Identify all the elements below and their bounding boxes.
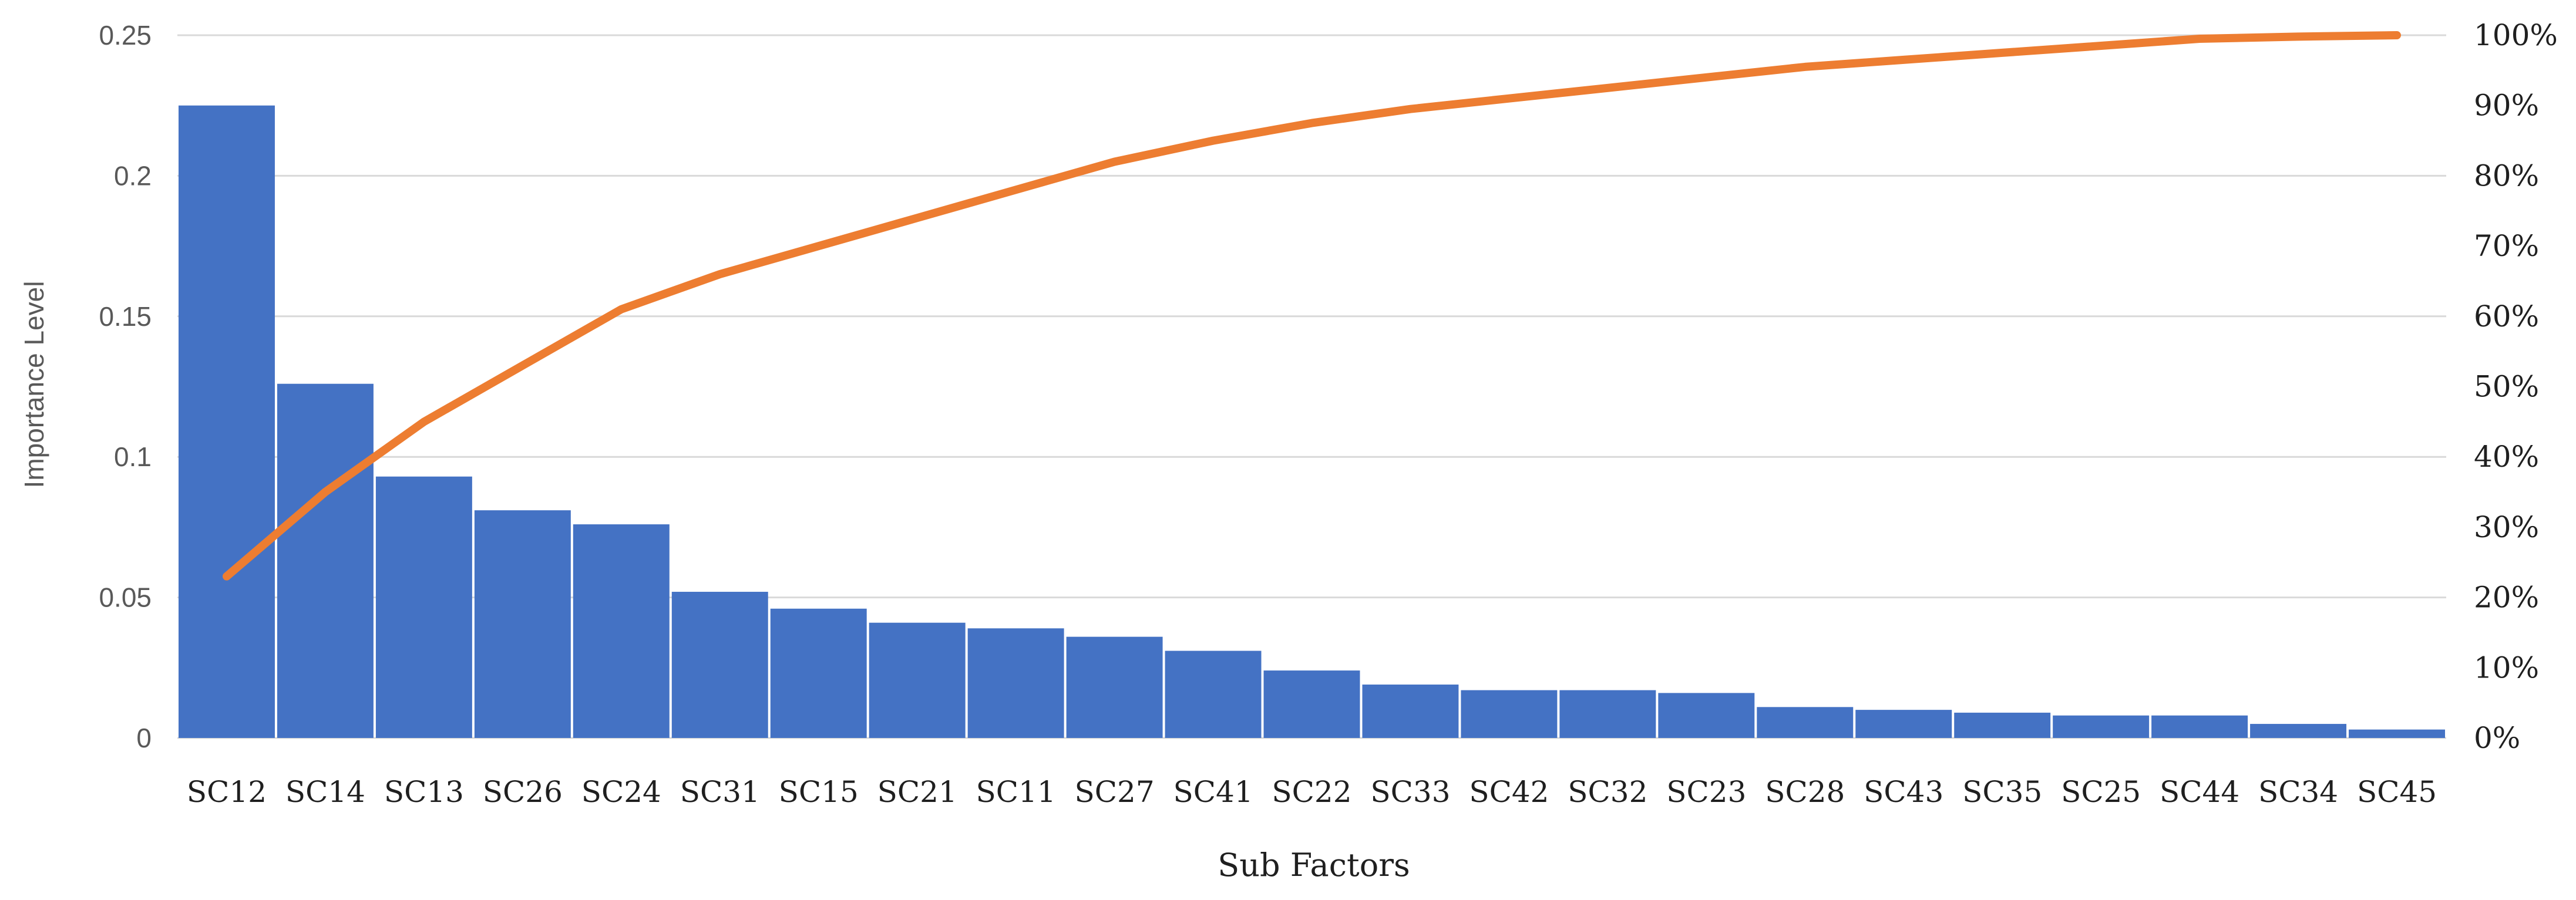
right-tick-label: 80% bbox=[2474, 159, 2539, 193]
x-tick-label: SC34 bbox=[2258, 775, 2338, 809]
right-tick-label: 50% bbox=[2474, 370, 2539, 404]
right-tick-label: 100% bbox=[2474, 18, 2558, 52]
left-tick-label: 0.25 bbox=[99, 20, 152, 50]
left-tick-label: 0.2 bbox=[114, 160, 152, 191]
x-tick-label: SC26 bbox=[483, 775, 563, 809]
right-tick-label: 60% bbox=[2474, 299, 2539, 333]
right-tick-label: 10% bbox=[2474, 650, 2539, 685]
bar-sc44 bbox=[2151, 715, 2248, 738]
x-tick-label: SC41 bbox=[1173, 775, 1253, 809]
bar-sc32 bbox=[1559, 690, 1656, 738]
x-tick-label: SC14 bbox=[285, 775, 365, 809]
x-tick-label: SC44 bbox=[2160, 775, 2239, 809]
left-tick-label: 0 bbox=[136, 723, 152, 753]
x-tick-label: SC42 bbox=[1469, 775, 1549, 809]
bar-sc23 bbox=[1658, 693, 1755, 738]
bar-sc34 bbox=[2250, 724, 2347, 738]
x-tick-label: SC13 bbox=[384, 775, 464, 809]
bar-sc13 bbox=[375, 476, 472, 738]
bar-sc31 bbox=[671, 592, 768, 738]
cumulative-percent-line bbox=[223, 31, 2401, 581]
x-tick-label: SC23 bbox=[1666, 775, 1746, 809]
x-tick-label: SC28 bbox=[1765, 775, 1845, 809]
bar-sc35 bbox=[1954, 712, 2051, 738]
right-tick-label: 40% bbox=[2474, 440, 2539, 474]
right-axis-ticks: 0% 10% 20% 30% 40% 50% 60% 70% 80% 90% 100% bbox=[2474, 18, 2558, 755]
left-tick-label: 0.15 bbox=[99, 301, 152, 332]
right-tick-label: 0% bbox=[2474, 721, 2520, 755]
bar-sc12 bbox=[179, 105, 275, 739]
right-tick-label: 70% bbox=[2474, 229, 2539, 263]
left-axis-ticks: 0 0.05 0.1 0.15 0.2 0.25 bbox=[99, 20, 152, 753]
bar-sc26 bbox=[474, 510, 571, 738]
bars bbox=[179, 105, 2445, 739]
bar-sc15 bbox=[770, 608, 867, 738]
x-tick-label: SC25 bbox=[2061, 775, 2141, 809]
bar-sc43 bbox=[1855, 710, 1952, 738]
bar-sc41 bbox=[1165, 650, 1262, 738]
x-tick-label: SC12 bbox=[187, 775, 267, 809]
y-axis-title: Importance Level bbox=[19, 281, 49, 488]
x-tick-label: SC27 bbox=[1075, 775, 1155, 809]
bar-sc45 bbox=[2349, 729, 2445, 738]
x-tick-label: SC15 bbox=[779, 775, 859, 809]
cumulative-line bbox=[223, 31, 2401, 581]
x-tick-label: SC31 bbox=[680, 775, 760, 809]
x-tick-label: SC24 bbox=[581, 775, 661, 809]
bar-sc28 bbox=[1757, 707, 1854, 738]
x-axis-title: Sub Factors bbox=[1218, 847, 1410, 884]
bar-sc11 bbox=[967, 628, 1064, 738]
left-tick-label: 0.05 bbox=[99, 582, 152, 613]
bar-sc14 bbox=[277, 383, 374, 738]
right-tick-label: 30% bbox=[2474, 510, 2539, 544]
bar-sc21 bbox=[869, 622, 966, 738]
bar-sc22 bbox=[1263, 670, 1360, 738]
bar-sc24 bbox=[573, 524, 670, 738]
x-tick-label: SC33 bbox=[1370, 775, 1450, 809]
bar-sc42 bbox=[1461, 690, 1558, 738]
left-tick-label: 0.1 bbox=[114, 441, 152, 472]
bar-sc33 bbox=[1362, 685, 1459, 738]
x-axis-ticks: SC12 SC14 SC13 SC26 SC24 SC31 SC15 SC21 SC11 SC27… bbox=[187, 775, 2437, 809]
right-tick-label: 20% bbox=[2474, 581, 2539, 615]
x-tick-label: SC43 bbox=[1864, 775, 1943, 809]
bar-sc25 bbox=[2053, 715, 2150, 738]
x-tick-label: SC45 bbox=[2357, 775, 2437, 809]
bar-sc27 bbox=[1066, 636, 1163, 738]
x-tick-label: SC35 bbox=[1962, 775, 2042, 809]
x-tick-label: SC32 bbox=[1568, 775, 1647, 809]
right-tick-label: 90% bbox=[2474, 89, 2539, 123]
x-tick-label: SC21 bbox=[877, 775, 957, 809]
x-tick-label: SC22 bbox=[1272, 775, 1351, 809]
x-tick-label: SC11 bbox=[976, 775, 1056, 809]
